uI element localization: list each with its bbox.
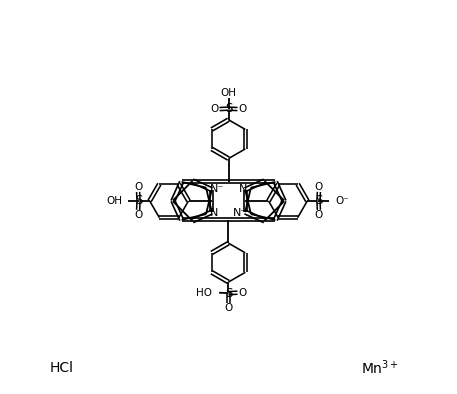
Text: N⁻: N⁻ [233,208,247,217]
Text: O: O [239,104,247,114]
Text: O: O [315,210,323,220]
Text: N: N [210,208,218,217]
Text: N⁻: N⁻ [210,184,224,194]
Text: O: O [315,182,323,192]
Text: O: O [134,182,142,192]
Text: O: O [239,288,247,298]
Text: O: O [134,210,142,220]
Text: S: S [225,286,232,299]
Text: HO: HO [197,288,213,298]
Text: OH: OH [220,88,237,98]
Text: O: O [210,104,218,114]
Text: N: N [239,184,247,194]
Text: S: S [225,102,232,115]
Text: O: O [224,303,233,312]
Text: OH: OH [106,196,122,206]
Text: Mn$^{3+}$: Mn$^{3+}$ [361,359,399,377]
Text: S: S [135,194,142,207]
Text: O⁻: O⁻ [335,196,349,206]
Text: HCl: HCl [50,361,74,375]
Text: S: S [315,194,322,207]
